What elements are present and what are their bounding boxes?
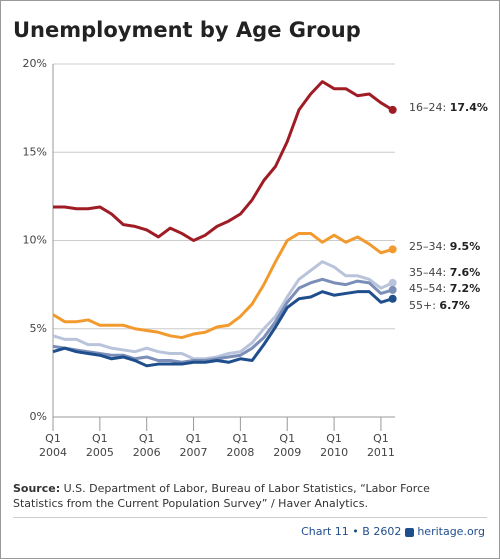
x-tick-quarter: Q1 xyxy=(139,432,155,445)
y-tick-label: 5% xyxy=(30,322,47,335)
x-tick-label: 2009 xyxy=(273,446,301,459)
legend-name: 45–54: xyxy=(409,282,446,295)
line xyxy=(52,277,394,364)
legend-name: 16–24: xyxy=(409,101,446,114)
source-label: Source: xyxy=(13,482,61,495)
legend-label: 25–34: 9.5% xyxy=(409,240,480,253)
x-tick-quarter: Q1 xyxy=(279,432,295,445)
legend-name: 35–44: xyxy=(409,266,446,279)
line xyxy=(52,290,394,368)
x-tick-label: 2011 xyxy=(367,446,395,459)
value-label: 7.2% xyxy=(450,282,481,295)
divider xyxy=(13,517,487,518)
legend-label: 45–54: 7.2% xyxy=(409,282,480,295)
legend-name: 25–34: xyxy=(409,240,446,253)
y-tick-label: 20% xyxy=(23,57,47,70)
value-label: 17.4% xyxy=(450,101,488,114)
chart-title: Unemployment by Age Group xyxy=(13,18,361,42)
source: Source: U.S. Department of Labor, Bureau… xyxy=(13,481,483,511)
x-tick-quarter: Q1 xyxy=(92,432,108,445)
legend-label: 55+: 6.7% xyxy=(409,299,470,312)
logo-icon xyxy=(404,527,414,537)
end-dot xyxy=(388,285,397,294)
x-tick-label: 2005 xyxy=(86,446,114,459)
footer-chart: Chart 11 • B 2602 xyxy=(301,525,402,538)
line xyxy=(53,80,394,242)
footer-site: heritage.org xyxy=(417,525,485,538)
x-tick-label: 2004 xyxy=(39,446,67,459)
x-tick-quarter: Q1 xyxy=(233,432,249,445)
source-text: U.S. Department of Labor, Bureau of Labo… xyxy=(13,482,430,510)
x-tick-label: 2010 xyxy=(320,446,348,459)
line xyxy=(52,260,394,361)
y-tick-label: 0% xyxy=(30,410,47,423)
x-tick-quarter: Q1 xyxy=(45,432,61,445)
line xyxy=(52,231,394,340)
y-tick-label: 10% xyxy=(23,234,47,247)
value-label: 6.7% xyxy=(439,299,470,312)
x-tick-label: 2008 xyxy=(226,446,254,459)
chart: Unemployment by Age Group 0% 5% 10% 15% 20% Q… xyxy=(13,18,488,459)
end-dot xyxy=(388,105,397,114)
value-label: 9.5% xyxy=(450,240,481,253)
end-dot xyxy=(388,278,397,287)
x-tick-quarter: Q1 xyxy=(373,432,389,445)
value-label: 7.6% xyxy=(450,266,481,279)
footer: Chart 11 • B 2602 heritage.org xyxy=(301,525,485,538)
legend-label: 16–24: 17.4% xyxy=(409,101,488,114)
x-tick-label: 2007 xyxy=(180,446,208,459)
end-dot xyxy=(388,294,397,303)
x-tick-quarter: Q1 xyxy=(326,432,342,445)
x-tick-label: 2006 xyxy=(133,446,161,459)
legend-name: 55+: xyxy=(409,299,436,312)
legend-label: 35–44: 7.6% xyxy=(409,266,480,279)
x-tick-quarter: Q1 xyxy=(186,432,202,445)
end-dot xyxy=(388,245,397,254)
y-tick-label: 15% xyxy=(23,145,47,158)
